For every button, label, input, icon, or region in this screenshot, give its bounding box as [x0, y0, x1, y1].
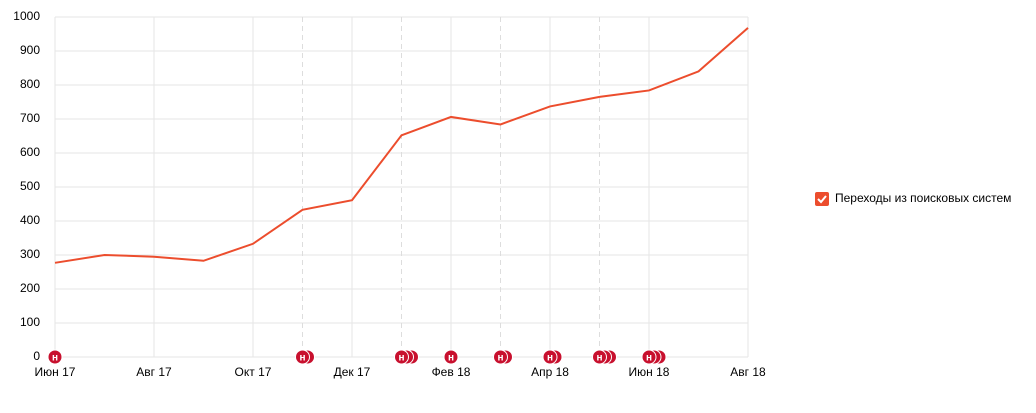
event-label: н	[547, 353, 553, 364]
event-marker[interactable]: н	[493, 349, 513, 365]
event-marker[interactable]: н	[641, 349, 667, 365]
event-marker[interactable]: н	[47, 349, 63, 365]
event-bubble	[641, 349, 657, 365]
event-marker[interactable]: н	[295, 349, 315, 365]
event-marker[interactable]: н	[443, 349, 459, 365]
x-tick-label: Окт 17	[235, 365, 272, 379]
event-label: н	[596, 353, 602, 364]
x-tick-label: Июн 17	[35, 365, 76, 379]
y-tick-label: 700	[20, 111, 40, 125]
y-tick-label: 500	[20, 179, 40, 193]
y-tick-label: 300	[20, 247, 40, 261]
y-tick-label: 1000	[13, 9, 40, 23]
event-marker[interactable]: н	[592, 349, 617, 365]
event-bubble	[295, 349, 310, 365]
legend-checkbox	[815, 192, 829, 206]
legend-label: Переходы из поисковых систем	[835, 191, 1011, 205]
event-label: н	[299, 353, 305, 364]
event-marker[interactable]: н	[542, 349, 563, 365]
event-label: н	[448, 353, 454, 364]
x-tick-label: Фев 18	[432, 365, 471, 379]
y-tick-label: 600	[20, 145, 40, 159]
event-bubble	[47, 349, 63, 365]
y-tick-label: 900	[20, 43, 40, 57]
x-tick-label: Июн 18	[629, 365, 670, 379]
event-label: н	[497, 353, 503, 364]
y-tick-label: 200	[20, 281, 40, 295]
event-label: н	[646, 353, 652, 364]
event-bubble	[542, 349, 558, 365]
x-tick-label: Авг 17	[136, 365, 172, 379]
line-series	[54, 27, 749, 264]
event-bubble	[443, 349, 459, 365]
legend-item[interactable]: Переходы из поисковых систем	[815, 191, 1011, 206]
x-tick-label: Дек 17	[334, 365, 371, 379]
event-label: н	[52, 353, 58, 364]
event-label: н	[398, 353, 404, 364]
event-bubble	[592, 349, 607, 365]
event-marker[interactable]: н	[394, 349, 419, 365]
y-tick-label: 400	[20, 213, 40, 227]
x-tick-label: Апр 18	[531, 365, 569, 379]
legend-check	[817, 195, 827, 204]
event-bubble	[493, 349, 508, 365]
event-bubble	[394, 349, 409, 365]
x-tick-label: Авг 18	[730, 365, 766, 379]
y-tick-label: 800	[20, 77, 40, 91]
y-tick-label: 100	[20, 315, 40, 329]
y-tick-label: 0	[33, 349, 40, 363]
